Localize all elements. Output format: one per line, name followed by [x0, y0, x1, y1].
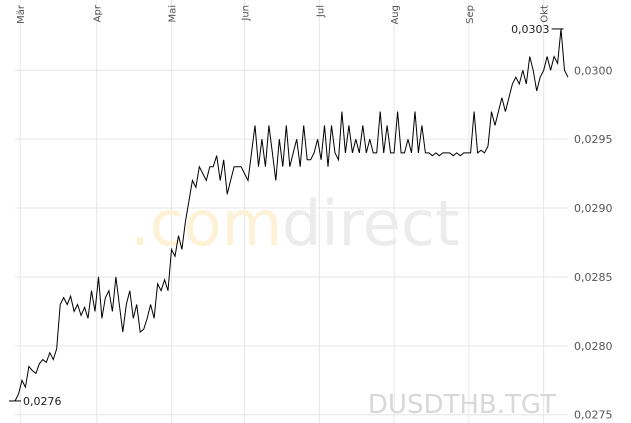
min-label: 0,0276	[23, 395, 62, 408]
watermark-prefix: .com	[130, 187, 282, 260]
grid	[15, 0, 568, 423]
price-line	[14, 28, 569, 402]
x-tick-label: Jul	[315, 5, 326, 18]
watermark-suffix: direct	[282, 187, 459, 260]
x-tick-label: Jun	[241, 5, 252, 22]
y-tick-label: 0,0300	[574, 64, 613, 77]
max-label: 0,0303	[511, 23, 550, 36]
y-tick-label: 0,0275	[574, 409, 613, 422]
x-tick-label: Okt	[540, 5, 551, 23]
y-tick-label: 0,0285	[574, 271, 613, 284]
x-tick-label: Mär	[16, 4, 27, 24]
x-tick-label: Mai	[168, 5, 179, 23]
y-tick-label: 0,0280	[574, 340, 613, 353]
symbol: DUSDTHB.TGT	[368, 390, 556, 420]
x-tick-label: Sep	[465, 5, 476, 24]
x-tick-label: Aug	[390, 5, 401, 25]
y-tick-label: 0,0295	[574, 133, 613, 146]
y-tick-label: 0,0290	[574, 202, 613, 215]
x-tick-label: Apr	[93, 4, 104, 22]
